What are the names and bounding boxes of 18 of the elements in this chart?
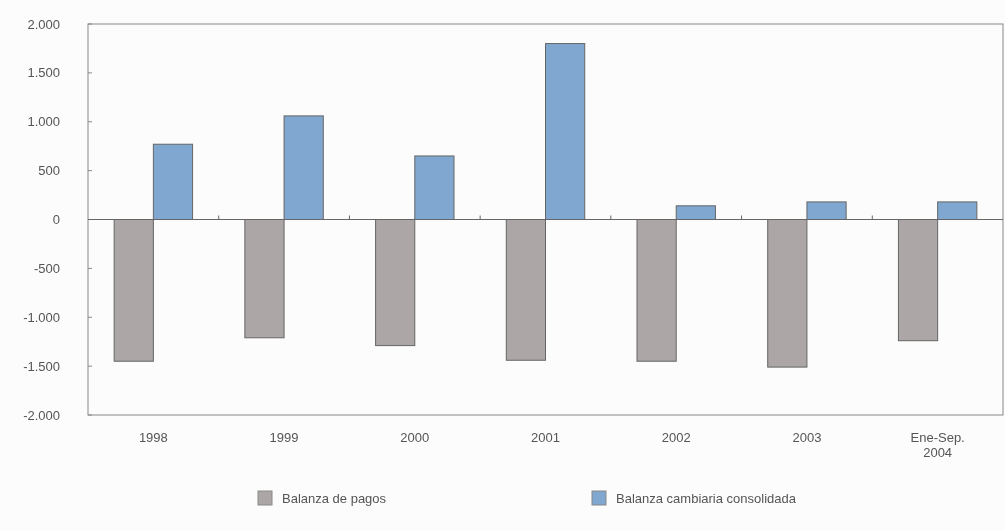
y-tick-label: -500: [33, 260, 60, 276]
y-tick-label: 1.000: [27, 114, 60, 130]
y-tick-label: 500: [38, 163, 60, 179]
y-tick-label: 1.500: [27, 65, 60, 81]
legend-label: Balanza cambiaria consolidada: [616, 490, 797, 506]
x-tick-label: 2000: [400, 430, 430, 445]
x-tick-label: 2002: [661, 430, 691, 445]
legend-label: Balanza de pagos: [282, 490, 387, 506]
y-tick-label: -2.000: [23, 407, 60, 423]
y-tick-label: 0: [52, 212, 60, 228]
x-tick-label: 1998: [138, 430, 168, 445]
y-tick-label: -1.000: [23, 309, 60, 325]
x-tick-label: 2001: [531, 430, 560, 445]
x-tick-label: 2003: [792, 430, 822, 445]
y-tick-label: -1.500: [23, 358, 60, 374]
y-tick-label: 2.000: [27, 16, 60, 32]
x-tick-label: 1999: [269, 430, 299, 445]
x-tick-label: Ene-Sep. 2004: [910, 430, 965, 460]
